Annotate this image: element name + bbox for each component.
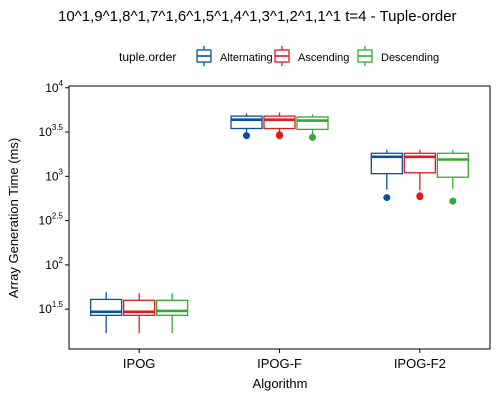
legend-item-alternating: Alternating [196, 46, 273, 66]
box-ascending-ipog [123, 293, 156, 334]
box-iqr [436, 152, 469, 178]
box-alternating-ipog-f [230, 113, 263, 140]
box-plots [90, 112, 469, 334]
box-ascending-ipog-f2 [403, 149, 436, 201]
box-descending-ipog [156, 293, 189, 334]
x-tick-label: IPOG-F2 [394, 356, 446, 371]
legend-item-descending: Descending [357, 46, 439, 66]
y-tick-label: 103 [45, 167, 63, 183]
y-tick-label: 103.5 [39, 123, 64, 139]
box-ascending-ipog-f [263, 112, 296, 140]
y-axis-label: Array Generation Time (ms) [6, 138, 21, 298]
chart-title: 10^1,9^1,8^1,7^1,6^1,5^1,4^1,3^1,2^1,1^1… [58, 8, 457, 25]
box-iqr [370, 152, 403, 175]
outlier-point [309, 133, 316, 141]
outlier-point [449, 197, 457, 205]
legend-title: tuple.order [119, 50, 176, 64]
x-axis-label: Algorithm [253, 376, 308, 391]
outlier-point [416, 192, 424, 200]
x-tick-label: IPOG [123, 356, 156, 371]
box-descending-ipog-f2 [436, 149, 469, 205]
outlier-point [383, 194, 391, 202]
box-iqr [403, 152, 436, 174]
box-iqr [156, 299, 189, 317]
y-axis: 101.5 102 102.5 103 103.5 104 [39, 79, 69, 316]
box-alternating-ipog-f2 [370, 149, 403, 202]
box-alternating-ipog [90, 292, 123, 334]
y-tick-label: 102 [45, 256, 63, 272]
box-iqr [230, 115, 263, 130]
x-tick-label: IPOG-F [257, 356, 302, 371]
legend-item-ascending: Ascending [274, 46, 349, 66]
box-iqr [296, 116, 329, 131]
legend: tuple.order Alternating Ascending Descendi… [119, 46, 439, 66]
outlier-point [276, 131, 283, 139]
legend-label: Alternating [220, 52, 273, 64]
y-tick-label: 102.5 [39, 212, 64, 228]
y-tick-label: 104 [45, 79, 63, 95]
legend-label: Descending [381, 52, 439, 64]
box-descending-ipog-f [296, 114, 329, 141]
legend-label: Ascending [298, 52, 349, 64]
x-axis: IPOG IPOG-F IPOG-F2 [123, 349, 446, 371]
outlier-point [243, 132, 250, 140]
y-tick-label: 101.5 [39, 300, 64, 316]
box-iqr [263, 115, 296, 130]
